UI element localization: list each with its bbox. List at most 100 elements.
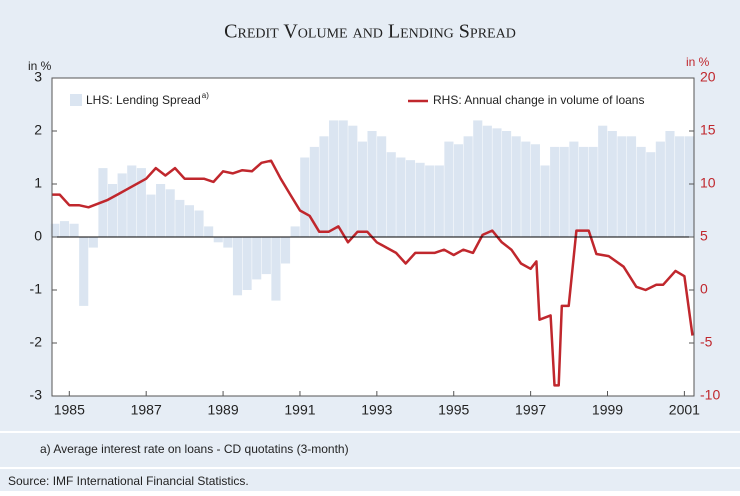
footnote: a) Average interest rate on loans - CD q… [40, 442, 349, 456]
bar [492, 128, 502, 237]
y2-tick-label: 15 [700, 122, 716, 138]
bar [377, 136, 387, 237]
y2-tick-label: 5 [700, 228, 708, 244]
bar [559, 146, 569, 237]
chart-title: Credit Volume and Lending Spread [224, 21, 516, 43]
x-tick-label: 1991 [284, 402, 315, 418]
bar [444, 141, 454, 237]
x-tick-label: 1989 [207, 402, 238, 418]
bar [309, 146, 319, 237]
bar [598, 125, 608, 237]
bar [578, 146, 589, 237]
y-tick-label: -1 [30, 281, 43, 297]
bar [223, 237, 233, 248]
bar [396, 157, 406, 237]
bar [502, 131, 512, 237]
y2-tick-label: 10 [700, 175, 716, 191]
bar [684, 136, 694, 237]
y-axis-label: in % [28, 59, 52, 73]
bar [665, 131, 675, 237]
bar [550, 146, 560, 237]
bar [675, 136, 685, 237]
x-tick-label: 1999 [592, 402, 623, 418]
bar [511, 136, 521, 237]
bar [242, 237, 252, 290]
bar [626, 136, 637, 237]
bar [425, 165, 435, 237]
bar [184, 205, 194, 237]
bar [117, 173, 127, 237]
legend-note: a) [202, 91, 209, 100]
x-tick-label: 2001 [669, 402, 700, 418]
bar [386, 152, 396, 237]
bar [213, 237, 223, 243]
source: Source: IMF International Financial Stat… [8, 474, 249, 488]
bar [136, 168, 146, 237]
bar [79, 237, 89, 306]
y2-tick-label: 0 [700, 281, 708, 297]
bar [482, 125, 492, 237]
y-tick-label: 2 [34, 122, 42, 138]
bar [204, 226, 214, 237]
bar [405, 160, 416, 237]
y2-tick-label: 20 [700, 69, 716, 85]
bar [530, 144, 540, 237]
bar [521, 141, 531, 237]
y2-tick-label: -10 [700, 387, 720, 403]
bar [280, 237, 291, 264]
y-tick-label: 1 [34, 175, 42, 191]
bar [175, 199, 185, 237]
bar [617, 136, 627, 237]
bar [415, 162, 425, 237]
bar [271, 237, 281, 301]
bar [156, 184, 166, 237]
bar [463, 136, 473, 237]
bar [607, 131, 617, 237]
bar [646, 152, 656, 237]
y-tick-label: 3 [34, 69, 42, 85]
bar [434, 165, 444, 237]
line [52, 159, 694, 387]
bar [319, 136, 329, 237]
bar [59, 221, 70, 237]
bar [50, 223, 60, 237]
bar [252, 237, 262, 280]
bar [107, 184, 118, 237]
bar [194, 210, 204, 237]
x-tick-label: 1987 [131, 402, 162, 418]
bar [348, 125, 358, 237]
x-tick-label: 1993 [361, 402, 392, 418]
y-tick-label: 0 [34, 228, 42, 244]
bar [127, 165, 137, 237]
bar [569, 141, 579, 237]
bar [473, 120, 483, 237]
y-tick-label: -3 [30, 387, 43, 403]
y-tick-label: -2 [30, 334, 43, 350]
bar [636, 146, 646, 237]
bar [290, 226, 300, 237]
bar [261, 237, 271, 275]
x-tick-label: 1985 [54, 402, 85, 418]
bar [146, 194, 156, 237]
bar [367, 131, 377, 237]
y2-axis-label: in % [686, 55, 710, 69]
bar [338, 120, 348, 237]
bar [453, 144, 464, 237]
bar [232, 237, 243, 296]
legend-swatch [70, 94, 82, 106]
bar [88, 237, 98, 248]
bar [540, 165, 550, 237]
y2-tick-label: -5 [700, 334, 713, 350]
bar [357, 141, 367, 237]
bar [300, 157, 310, 237]
bar [588, 146, 598, 237]
x-tick-label: 1997 [515, 402, 546, 418]
legend-label: LHS: Lending Spread [86, 93, 201, 107]
x-tick-label: 1995 [438, 402, 469, 418]
legend-label: RHS: Annual change in volume of loans [433, 93, 644, 107]
bar [655, 141, 665, 237]
bar [69, 223, 79, 237]
bar [329, 120, 339, 237]
bar [165, 189, 175, 237]
